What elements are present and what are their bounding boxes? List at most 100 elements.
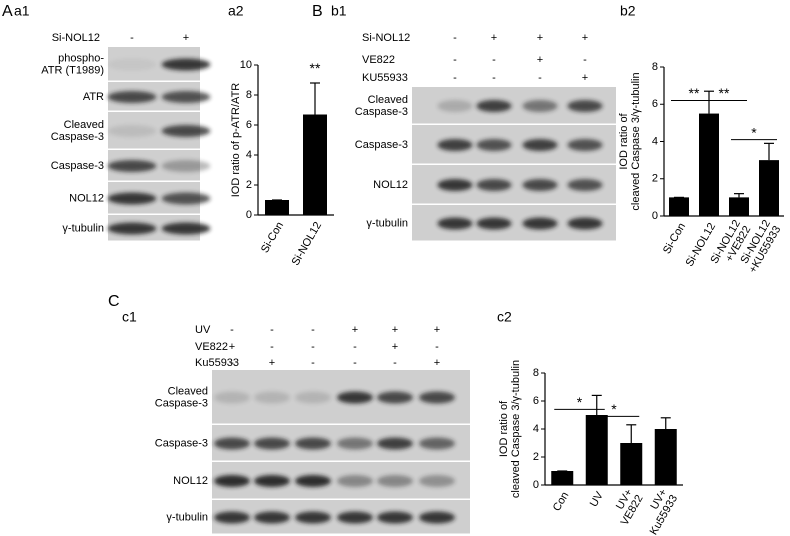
condition-sign: - (270, 341, 274, 353)
blot-band (161, 222, 211, 235)
condition-sign: - (393, 357, 397, 369)
y-tick-label: 0 (533, 479, 539, 491)
panel-sublabel: b1 (331, 3, 347, 19)
blot-band (295, 475, 331, 487)
significance-label: * (751, 124, 757, 140)
y-tick-label: 2 (533, 451, 539, 463)
blot-band (161, 160, 211, 172)
blot-band (107, 58, 157, 71)
chart-title: c2 (497, 309, 512, 325)
condition-sign: - (492, 72, 496, 84)
bar (654, 429, 677, 485)
x-tick-label: Con (551, 490, 571, 513)
condition-sign: - (492, 54, 496, 66)
blot-band (337, 511, 373, 524)
blot-band (107, 91, 157, 103)
significance-label: * (577, 394, 583, 410)
blot-band (437, 217, 473, 230)
condition-label: KU55933 (362, 72, 408, 84)
blot-band (476, 217, 512, 230)
blot-band (107, 192, 157, 205)
condition-sign: + (434, 357, 440, 369)
row-label: Cleaved Caspase-3 (155, 385, 208, 409)
condition-label: VE822 (195, 341, 228, 353)
condition-sign: - (435, 341, 439, 353)
blot-band (214, 437, 250, 450)
blot-band (161, 192, 211, 205)
bar (265, 200, 289, 215)
blot-band (522, 139, 558, 151)
y-tick-label: 6 (246, 119, 252, 131)
y-axis-label: IOD ratio ofcleaved Caspase 3/γ-tubulin (498, 360, 522, 498)
significance-label: ** (310, 60, 321, 76)
bar (620, 443, 643, 485)
row-label: γ-tubulin (62, 222, 104, 234)
condition-label: UV (195, 324, 211, 336)
significance-label: * (611, 401, 617, 417)
y-tick-label: 8 (246, 89, 252, 101)
x-tick-label: Si-NOL12 (290, 220, 325, 268)
y-axis-label: IOD ratio ofcleaved Caspase 3/γ-tubulin (618, 72, 642, 210)
chart-title: a2 (228, 3, 244, 19)
condition-sign: - (130, 32, 134, 44)
panel-sublabel: a1 (14, 3, 30, 19)
blot-band (377, 475, 413, 487)
row-label: Cleaved Caspase-3 (51, 119, 104, 143)
condition-sign: + (537, 54, 543, 66)
condition-sign: + (183, 32, 189, 44)
blot-band (295, 511, 331, 524)
row-label: NOL12 (173, 475, 208, 487)
blot-band (419, 475, 455, 487)
y-tick-label: 4 (246, 149, 252, 161)
row-label: Cleaved Caspase-3 (355, 94, 408, 118)
blot-band (161, 91, 211, 103)
blot-band (437, 179, 473, 191)
condition-sign: + (229, 341, 235, 353)
chart-title: b2 (620, 3, 636, 19)
y-tick-label: 4 (652, 135, 658, 147)
condition-sign: + (392, 324, 398, 336)
condition-label: Si-NOL12 (52, 32, 100, 44)
condition-sign: + (269, 357, 275, 369)
condition-sign: - (583, 54, 587, 66)
y-tick-label: 8 (652, 61, 658, 73)
y-tick-label: 2 (652, 173, 658, 185)
condition-sign: - (353, 357, 357, 369)
condition-sign: - (353, 341, 357, 353)
blot-band (161, 58, 211, 71)
significance-label: ** (719, 85, 730, 101)
condition-sign: + (434, 324, 440, 336)
blot-band (107, 125, 157, 137)
bar (729, 197, 749, 216)
row-label: γ-tubulin (166, 511, 208, 523)
condition-sign: - (453, 54, 457, 66)
blot-band (337, 475, 373, 487)
condition-sign: + (352, 324, 358, 336)
panel-sublabel: c1 (122, 309, 137, 325)
x-tick-label: UV+VE822 (608, 487, 645, 528)
blot-band (214, 511, 250, 524)
blot-band (567, 100, 603, 112)
blot-band (254, 391, 290, 404)
blot-band (337, 437, 373, 450)
blot-band (377, 391, 413, 404)
x-tick-label: UV+Ku55933 (637, 487, 680, 536)
panel-letter: C (108, 293, 120, 310)
blot-band (437, 100, 473, 112)
row-label: NOL12 (373, 179, 408, 191)
panel-letter: A (2, 3, 13, 20)
condition-sign: - (230, 324, 234, 336)
blot-band (295, 437, 331, 450)
condition-sign: - (270, 324, 274, 336)
condition-label: Si-NOL12 (362, 32, 410, 44)
blot-band (254, 437, 290, 450)
blot-band (377, 511, 413, 524)
row-label: phospho-ATR (T1989) (41, 52, 104, 76)
condition-sign: - (538, 72, 542, 84)
y-tick-label: 0 (652, 210, 658, 222)
blot-band (214, 475, 250, 487)
condition-sign: + (582, 72, 588, 84)
blot-band (522, 217, 558, 230)
condition-sign: + (491, 32, 497, 44)
x-tick-label: Si-Con (661, 221, 688, 256)
